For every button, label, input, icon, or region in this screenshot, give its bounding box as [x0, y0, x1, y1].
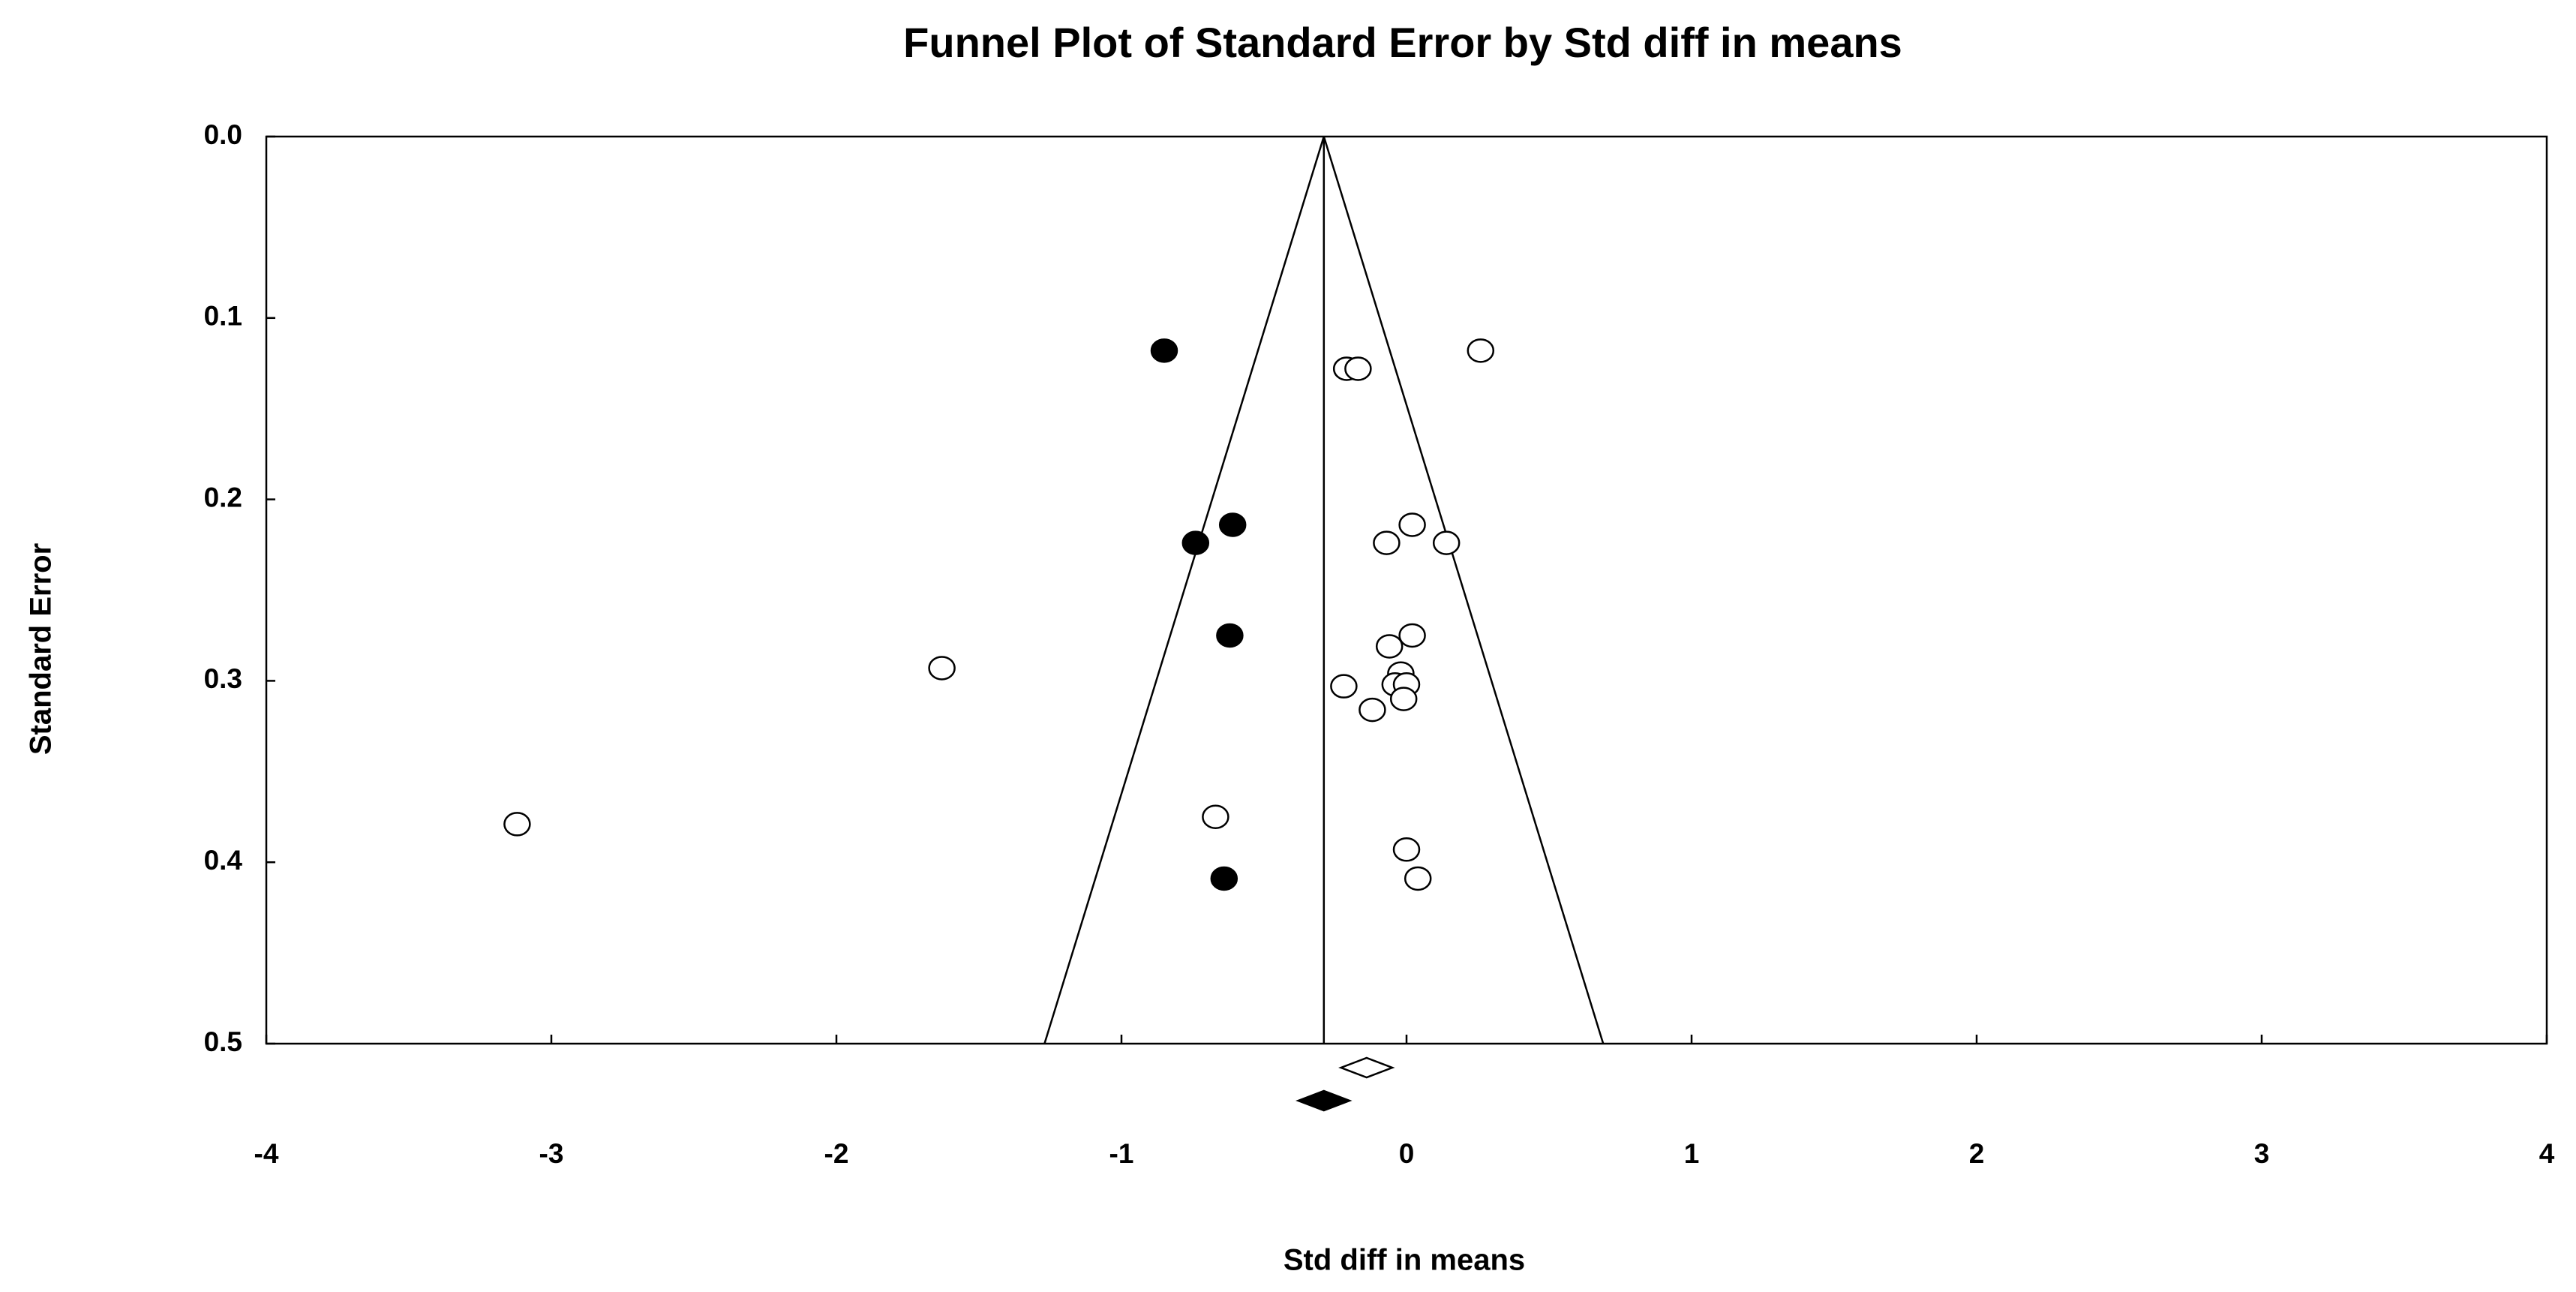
study-point: [1398, 512, 1426, 537]
study-point: [1389, 687, 1418, 711]
study-point: [1392, 837, 1421, 862]
study-point: [928, 656, 956, 681]
y-tick-label: 0.5: [204, 1026, 242, 1057]
study-point: [1344, 356, 1372, 381]
study-point: [1216, 623, 1244, 648]
y-tick-label: 0.3: [204, 663, 242, 694]
chart-title: Funnel Plot of Standard Error by Std dif…: [903, 19, 1902, 66]
study-point: [1432, 530, 1461, 555]
funnel-line: [1323, 136, 1605, 1044]
x-tick-label: -4: [254, 1138, 279, 1169]
x-tick-label: -2: [824, 1138, 849, 1169]
x-tick-label: 1: [1684, 1138, 1700, 1169]
x-tick-label: 2: [1969, 1138, 1985, 1169]
study-point: [1150, 338, 1178, 363]
study-point: [1181, 530, 1210, 555]
study-point: [1398, 623, 1426, 648]
funnel-line: [1043, 136, 1325, 1044]
y-tick-label: 0.0: [204, 119, 242, 150]
y-axis-label: Standard Error: [25, 543, 58, 755]
study-point: [1375, 634, 1404, 659]
y-tick-label: 0.4: [204, 845, 243, 876]
x-tick-label: 3: [2254, 1138, 2270, 1169]
study-point: [1467, 338, 1495, 363]
summary-diamond: [1296, 1089, 1353, 1112]
study-point: [1210, 866, 1238, 891]
study-point: [1373, 530, 1401, 555]
study-point: [1202, 804, 1229, 829]
x-tick-label: 4: [2539, 1138, 2555, 1169]
study-point: [1404, 866, 1432, 891]
x-axis-label: Std diff in means: [1283, 1244, 1525, 1277]
y-tick-label: 0.1: [204, 301, 242, 332]
study-point: [1359, 697, 1386, 723]
study-point: [1330, 674, 1358, 699]
x-tick-label: 0: [1399, 1138, 1415, 1169]
y-tick-label: 0.2: [204, 482, 242, 512]
study-point: [503, 812, 531, 837]
x-tick-label: -1: [1109, 1138, 1134, 1169]
study-point: [1218, 512, 1247, 537]
x-tick-label: -3: [539, 1138, 564, 1169]
summary-diamond: [1338, 1056, 1395, 1079]
